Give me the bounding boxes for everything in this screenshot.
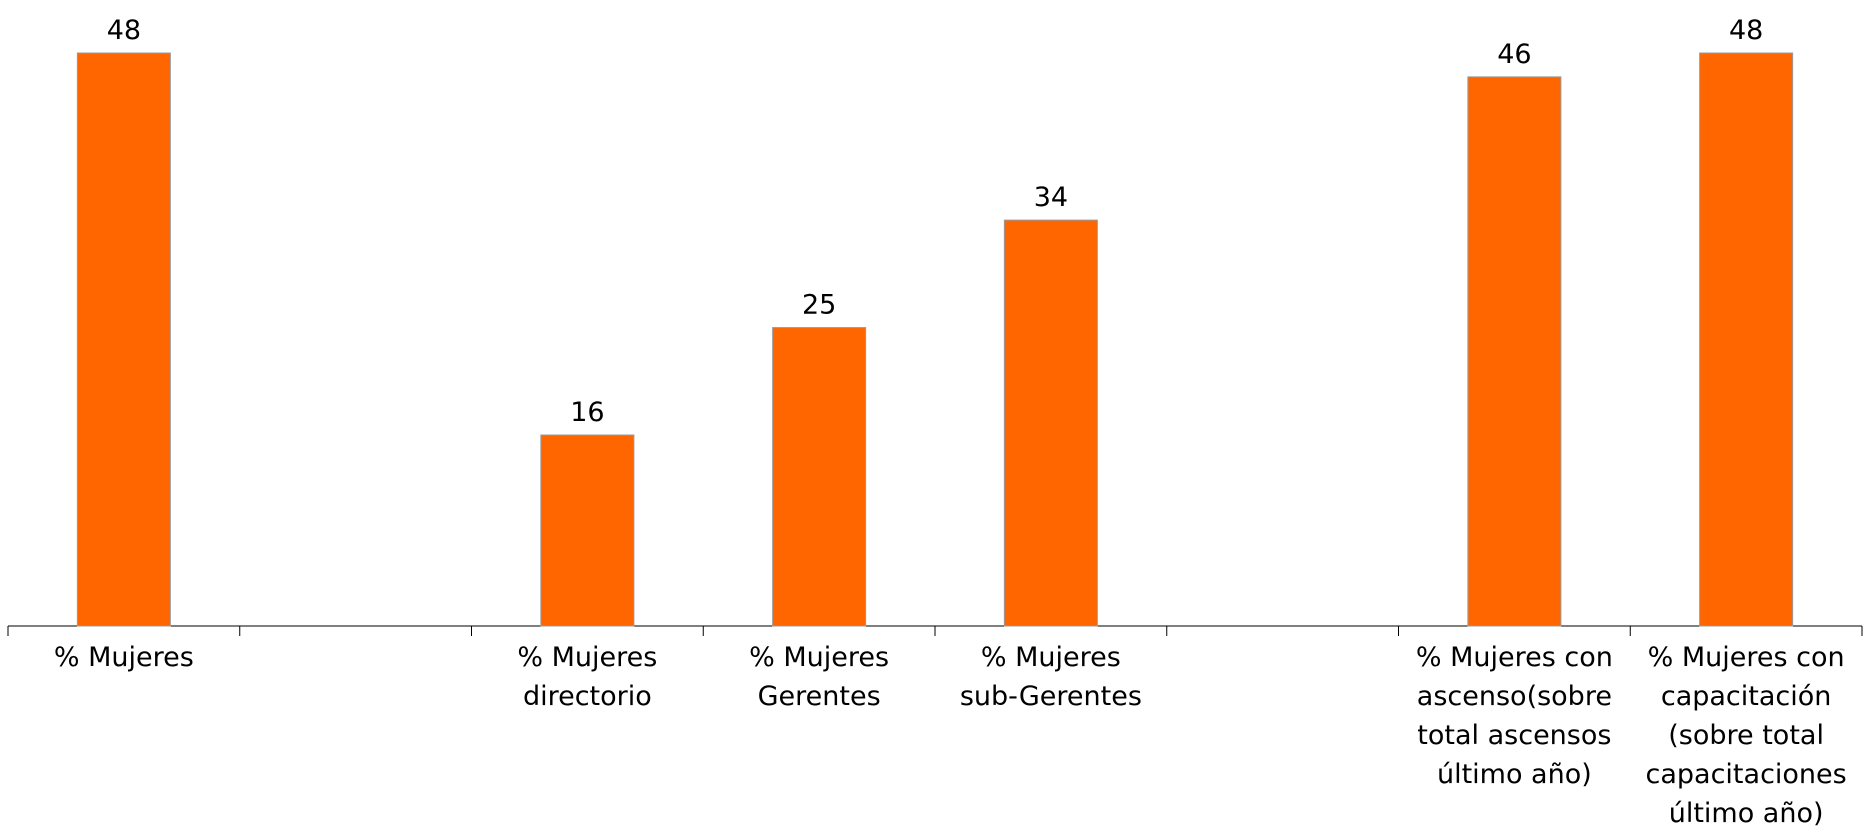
label-line: % Mujeres xyxy=(749,642,889,673)
data-label: 25 xyxy=(802,290,836,321)
x-tick-label: % Mujeres xyxy=(54,642,194,673)
label-line: ascenso(sobre xyxy=(1417,681,1612,712)
bar xyxy=(1467,76,1562,627)
label-line: % Mujeres con xyxy=(1416,642,1613,673)
bar xyxy=(76,52,171,627)
label-line: % Mujeres xyxy=(517,642,657,673)
label-line: directorio xyxy=(523,681,652,712)
label-line: Gerentes xyxy=(758,681,881,712)
x-tick-label: % Mujeres con ascenso(sobre total ascensos… xyxy=(1416,642,1613,790)
data-label: 48 xyxy=(1729,15,1763,46)
label-line: último año) xyxy=(1437,759,1592,790)
bar xyxy=(772,327,867,627)
data-label: 34 xyxy=(1034,182,1068,213)
label-line: % Mujeres xyxy=(54,642,194,673)
x-tick-label: % Mujeres sub-Gerentes xyxy=(960,642,1142,712)
label-line: % Mujeres xyxy=(981,642,1121,673)
data-label: 48 xyxy=(107,15,141,46)
data-label: 46 xyxy=(1497,39,1531,70)
bar xyxy=(1003,219,1098,627)
x-tick-label: % Mujeres con capacitación (sobre total cap… xyxy=(1646,642,1847,829)
label-line: capacitaciones xyxy=(1646,759,1847,790)
label-line: total ascensos xyxy=(1417,720,1611,751)
bar xyxy=(1699,52,1794,627)
data-label: 16 xyxy=(570,397,604,428)
x-tick-label: % Mujeres directorio xyxy=(517,642,657,712)
label-line: último año) xyxy=(1669,798,1824,829)
label-line: capacitación xyxy=(1661,681,1832,712)
bar xyxy=(540,434,635,627)
label-line: sub-Gerentes xyxy=(960,681,1142,712)
x-tick-label: % Mujeres Gerentes xyxy=(749,642,889,712)
label-line: (sobre total xyxy=(1668,720,1824,751)
label-line: % Mujeres con xyxy=(1648,642,1845,673)
